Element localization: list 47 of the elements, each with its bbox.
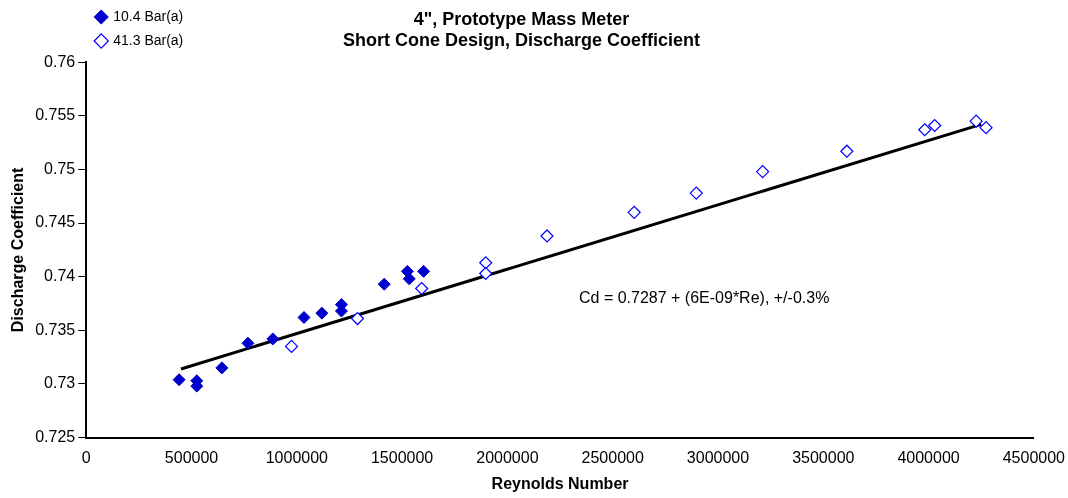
x-tick-label: 500000 — [164, 448, 219, 466]
point — [756, 165, 770, 179]
point — [266, 332, 280, 346]
annotation: Cd = 0.7287 + (6E-09*Re), +/-0.3% — [579, 289, 830, 307]
point — [377, 277, 391, 291]
point — [969, 114, 983, 128]
point — [689, 186, 703, 200]
point — [284, 339, 299, 354]
x-tick-label: 3500000 — [792, 448, 855, 466]
point — [928, 118, 942, 133]
y-tick-label: 0.76 — [44, 52, 76, 70]
x-tick-label: 1000000 — [265, 448, 329, 466]
point — [479, 256, 493, 270]
point — [918, 123, 932, 137]
point — [627, 205, 641, 219]
point — [215, 361, 229, 375]
legend-label: 41.3 Bar(a) — [113, 31, 184, 48]
x-tick-label: 4000000 — [897, 448, 960, 466]
y-tick-label: 0.725 — [35, 428, 76, 446]
point — [415, 281, 429, 296]
y-axis-title: Discharge Coefficient — [9, 166, 27, 333]
y-tick-label: 0.755 — [35, 106, 76, 124]
x-tick-label: 3000000 — [686, 448, 750, 466]
x-tick-label: 0 — [81, 448, 91, 466]
point — [297, 310, 311, 324]
y-tick-label: 0.74 — [44, 267, 76, 285]
point — [172, 373, 186, 387]
chart-title: 4", Prototype Mass Meter Short Cone Design, Discharge Coefficient — [342, 8, 701, 51]
x-tick-label: 2000000 — [476, 448, 539, 466]
x-tick-label: 2500000 — [581, 448, 644, 466]
point — [540, 229, 554, 243]
point — [479, 266, 493, 281]
point — [417, 264, 431, 278]
y-tick-label: 0.735 — [35, 320, 76, 338]
point — [315, 306, 329, 320]
y-tick-label: 0.75 — [44, 159, 76, 177]
point — [402, 272, 416, 286]
point — [350, 311, 365, 326]
point — [840, 144, 854, 158]
x-tick-label: 4500000 — [1002, 448, 1066, 466]
x-tick-label: 1500000 — [370, 448, 434, 466]
legend-label: 10.4 Bar(a) — [113, 7, 184, 24]
point — [979, 121, 993, 135]
y-tick-label: 0.73 — [44, 374, 76, 392]
x-axis-title: Reynolds Number — [491, 474, 629, 492]
point — [241, 336, 255, 350]
y-tick-label: 0.745 — [35, 213, 76, 231]
